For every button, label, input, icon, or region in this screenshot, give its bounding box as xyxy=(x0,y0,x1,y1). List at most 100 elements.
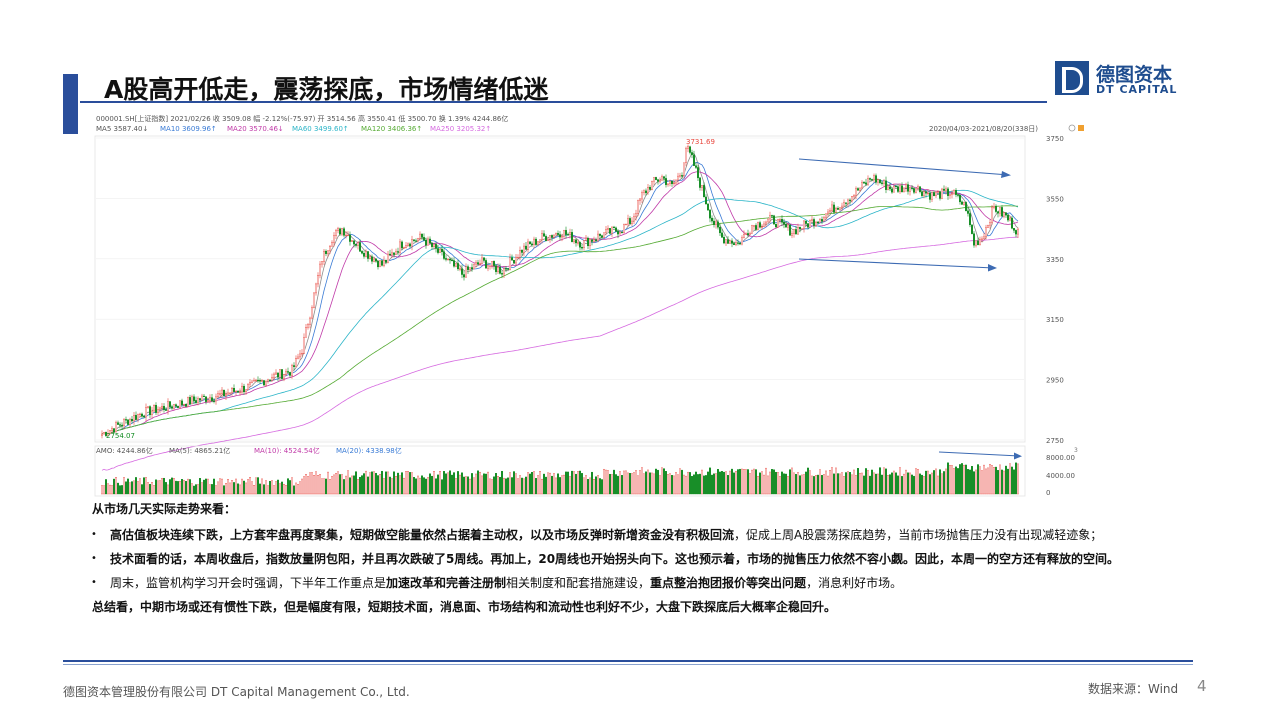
candle-down xyxy=(276,372,279,378)
volume-bar xyxy=(811,475,814,495)
volume-bar xyxy=(403,477,406,495)
candle-down xyxy=(665,178,668,185)
volume-bar xyxy=(106,483,109,495)
volume-bar xyxy=(182,479,185,495)
candle-down xyxy=(907,184,910,192)
candle-down xyxy=(194,400,197,403)
commentary-lead: 从市场几天实际走势来看： xyxy=(92,502,237,516)
volume-bar xyxy=(449,470,452,495)
volume-bar xyxy=(805,471,808,495)
volume-bar xyxy=(953,468,956,495)
candle-down xyxy=(375,258,378,262)
candle-down xyxy=(184,404,187,407)
candle-up xyxy=(145,407,148,418)
candle-up xyxy=(266,379,269,382)
candle-down xyxy=(445,258,448,260)
volume-bar xyxy=(328,479,331,495)
volume-bar xyxy=(659,475,662,495)
volume-bar xyxy=(787,476,790,495)
candle-down xyxy=(911,187,914,189)
candle-down xyxy=(421,233,424,238)
candle-up xyxy=(555,233,558,236)
volume-bar xyxy=(935,468,938,495)
volume-bar xyxy=(170,477,173,495)
candle-up xyxy=(427,238,430,246)
volume-bar xyxy=(583,477,586,495)
volume-bar xyxy=(200,482,203,495)
volume-bar xyxy=(383,478,386,495)
candle-up xyxy=(855,188,858,196)
volume-bar xyxy=(709,467,712,495)
candle-up xyxy=(985,227,988,238)
candle-up xyxy=(373,258,376,262)
candle-down xyxy=(863,182,866,184)
candle-down xyxy=(342,228,345,236)
volume-bar xyxy=(809,470,812,495)
candle-up xyxy=(537,241,540,245)
settings-gear-icon[interactable] xyxy=(1068,124,1076,132)
volume-bar xyxy=(785,473,788,495)
candle-down xyxy=(443,251,446,259)
candle-down xyxy=(571,232,574,242)
volume-bar xyxy=(254,477,257,495)
volume-bar xyxy=(703,475,706,495)
volume-bar xyxy=(769,471,772,495)
volume-bar xyxy=(192,485,195,495)
candle-up xyxy=(300,353,303,355)
candle-down xyxy=(833,204,836,213)
candle-up xyxy=(843,202,846,207)
volume-bar xyxy=(645,471,648,495)
candle-down xyxy=(895,185,898,188)
candle-down xyxy=(121,425,124,427)
candle-up xyxy=(903,187,906,193)
volume-bar xyxy=(236,483,239,495)
candle-up xyxy=(302,337,305,354)
volume-bar xyxy=(1013,469,1016,495)
bullet-3-a: 周末，监管机构学习开会时强调，下半年工作重点是 xyxy=(110,576,387,590)
volume-bar xyxy=(861,472,864,495)
volume-bar xyxy=(338,474,341,495)
candle-up xyxy=(831,204,834,211)
chart-menu-icon[interactable] xyxy=(1078,125,1084,131)
volume-bar xyxy=(395,476,398,495)
candle-down xyxy=(891,188,894,193)
candle-up xyxy=(1009,217,1012,221)
volume-bar xyxy=(387,471,390,495)
candle-up xyxy=(585,238,588,241)
candle-down xyxy=(973,233,976,246)
volume-bar xyxy=(899,467,902,495)
candle-up xyxy=(330,242,333,247)
candle-up xyxy=(328,245,331,252)
candle-down xyxy=(361,251,364,254)
volume-bar xyxy=(481,475,484,495)
volume-bar xyxy=(661,467,664,495)
candle-up xyxy=(735,242,738,246)
footer-rule xyxy=(63,660,1193,662)
volume-bar xyxy=(1001,469,1004,495)
candle-up xyxy=(244,389,247,393)
volume-panel xyxy=(94,445,1026,497)
candle-up xyxy=(260,380,263,382)
candle-down xyxy=(879,179,882,183)
candle-down xyxy=(693,154,696,166)
candle-up xyxy=(151,410,154,415)
ma20-line xyxy=(101,171,1019,435)
volume-bar xyxy=(505,478,508,495)
candle-up xyxy=(475,262,478,265)
candle-up xyxy=(549,235,552,240)
candle-up xyxy=(641,192,644,200)
candle-down xyxy=(397,251,400,253)
volume-bar xyxy=(971,466,974,495)
candle-up xyxy=(779,219,782,221)
commentary: 从市场几天实际走势来看： • 高估值板块连续下跌，上方套牢盘再度聚集，短期做空能… xyxy=(91,500,1202,628)
volume-bar xyxy=(933,470,936,495)
candle-up xyxy=(577,242,580,244)
volume-bar xyxy=(379,474,382,495)
volume-bar xyxy=(717,468,720,495)
candle-up xyxy=(981,238,984,240)
candle-down xyxy=(731,240,734,244)
candle-down xyxy=(579,242,582,248)
volume-bar xyxy=(689,472,692,495)
price-gridlines xyxy=(96,137,1024,441)
candle-down xyxy=(969,213,972,226)
